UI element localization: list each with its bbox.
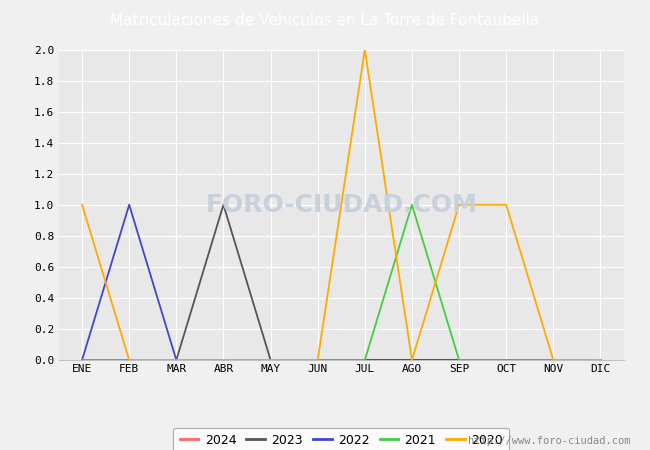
Text: FORO-CIUDAD.COM: FORO-CIUDAD.COM: [205, 193, 477, 217]
2023: [314, 357, 322, 363]
Text: http://www.foro-ciudad.com: http://www.foro-ciudad.com: [468, 436, 630, 446]
2020: [220, 357, 228, 363]
2024: [502, 357, 510, 363]
2022: [266, 357, 274, 363]
2021: [125, 357, 133, 363]
2022: [549, 357, 557, 363]
2021: [502, 357, 510, 363]
2023: [78, 357, 86, 363]
2023: [361, 357, 369, 363]
2023: [220, 202, 228, 207]
Legend: 2024, 2023, 2022, 2021, 2020: 2024, 2023, 2022, 2021, 2020: [174, 428, 509, 450]
2020: [455, 202, 463, 207]
Line: 2023: 2023: [82, 205, 601, 360]
2021: [220, 357, 228, 363]
2024: [549, 357, 557, 363]
2020: [502, 202, 510, 207]
2020: [549, 357, 557, 363]
2023: [172, 357, 180, 363]
2021: [549, 357, 557, 363]
2024: [408, 357, 416, 363]
2023: [597, 357, 604, 363]
2021: [361, 357, 369, 363]
2021: [455, 357, 463, 363]
2021: [597, 357, 604, 363]
2022: [361, 357, 369, 363]
2024: [266, 357, 274, 363]
2021: [172, 357, 180, 363]
2020: [125, 357, 133, 363]
2022: [455, 357, 463, 363]
2020: [597, 357, 604, 363]
Line: 2021: 2021: [82, 205, 601, 360]
2022: [172, 357, 180, 363]
2023: [455, 357, 463, 363]
2024: [125, 357, 133, 363]
2020: [78, 202, 86, 207]
2024: [220, 357, 228, 363]
2024: [455, 357, 463, 363]
2023: [549, 357, 557, 363]
2024: [597, 357, 604, 363]
2020: [172, 357, 180, 363]
2022: [220, 357, 228, 363]
2020: [408, 357, 416, 363]
Text: Matriculaciones de Vehiculos en La Torre de Fontaubella: Matriculaciones de Vehiculos en La Torre…: [111, 13, 540, 28]
2021: [408, 202, 416, 207]
2022: [125, 202, 133, 207]
2023: [125, 357, 133, 363]
2020: [361, 47, 369, 52]
2022: [78, 357, 86, 363]
2024: [172, 357, 180, 363]
2023: [408, 357, 416, 363]
2023: [502, 357, 510, 363]
2022: [597, 357, 604, 363]
2024: [78, 357, 86, 363]
2020: [266, 357, 274, 363]
2022: [314, 357, 322, 363]
2021: [78, 357, 86, 363]
2022: [502, 357, 510, 363]
2024: [361, 357, 369, 363]
Line: 2020: 2020: [82, 50, 601, 360]
2024: [314, 357, 322, 363]
2021: [314, 357, 322, 363]
2021: [266, 357, 274, 363]
2022: [408, 357, 416, 363]
2020: [314, 357, 322, 363]
Line: 2022: 2022: [82, 205, 601, 360]
2023: [266, 357, 274, 363]
